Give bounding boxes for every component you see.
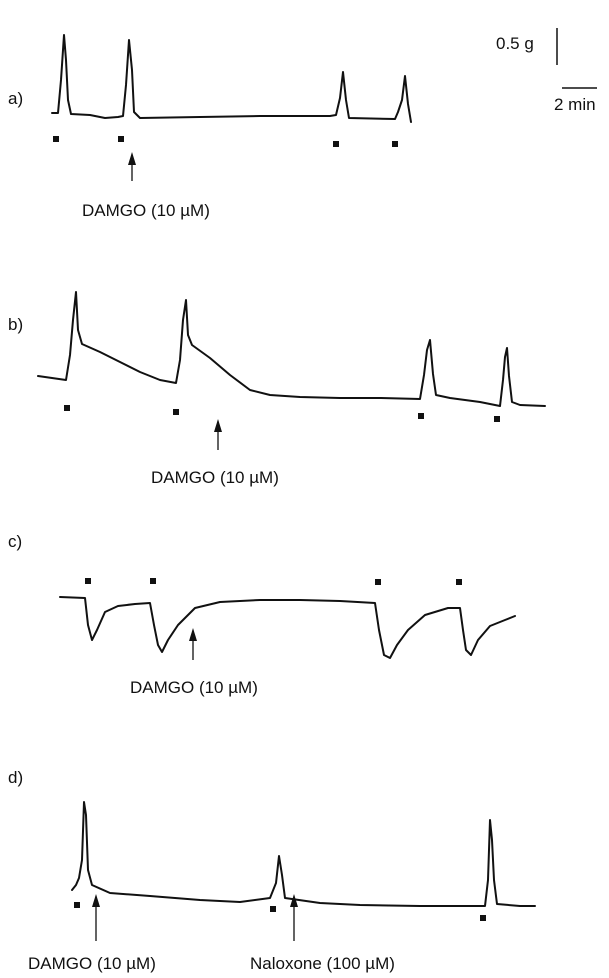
panel-c-stimulus-marker [375, 579, 381, 585]
panel-d-stimulus-marker [270, 906, 276, 912]
panel-b-trace [37, 291, 546, 407]
panel-d-annotation-damgo: DAMGO (10 µM) [28, 954, 156, 973]
panel-c-arrowhead [189, 628, 197, 641]
panel-a: a) DAMGO (10 µM) [8, 34, 412, 220]
panel-c: c) DAMGO (10 µM) [8, 532, 516, 697]
scale-bar: 0.5 g 2 min [496, 28, 597, 114]
panel-d-annotation-naloxone: Naloxone (100 µM) [250, 954, 395, 973]
panel-d-trace [71, 801, 536, 907]
scale-bar-force-label: 0.5 g [496, 34, 534, 53]
panel-c-stimulus-marker [456, 579, 462, 585]
panel-b: b) DAMGO (10 µM) [8, 291, 546, 487]
panel-d-stimulus-marker [480, 915, 486, 921]
panel-b-arrowhead [214, 419, 222, 432]
panel-a-label: a) [8, 89, 23, 108]
panel-b-stimulus-marker [494, 416, 500, 422]
panel-d-arrowhead-naloxone [290, 894, 298, 907]
panel-c-stimulus-marker [150, 578, 156, 584]
scale-bar-time-label: 2 min [554, 95, 596, 114]
panel-d-stimulus-marker [74, 902, 80, 908]
panel-b-stimulus-marker [64, 405, 70, 411]
panel-a-annotation: DAMGO (10 µM) [82, 201, 210, 220]
panel-d: d) DAMGO (10 µM) Naloxone (100 µM) [8, 768, 536, 973]
panel-a-stimulus-marker [333, 141, 339, 147]
panel-c-stimulus-marker [85, 578, 91, 584]
panel-b-stimulus-marker [418, 413, 424, 419]
panel-a-stimulus-marker [392, 141, 398, 147]
panel-d-label: d) [8, 768, 23, 787]
panel-a-trace [51, 34, 412, 123]
panel-a-stimulus-marker [118, 136, 124, 142]
panel-c-trace [59, 596, 516, 659]
panel-d-arrowhead-damgo [92, 894, 100, 907]
panel-a-arrowhead [128, 152, 136, 165]
panel-b-annotation: DAMGO (10 µM) [151, 468, 279, 487]
panel-a-stimulus-marker [53, 136, 59, 142]
panel-b-stimulus-marker [173, 409, 179, 415]
panel-b-label: b) [8, 315, 23, 334]
panel-c-label: c) [8, 532, 22, 551]
panel-c-annotation: DAMGO (10 µM) [130, 678, 258, 697]
